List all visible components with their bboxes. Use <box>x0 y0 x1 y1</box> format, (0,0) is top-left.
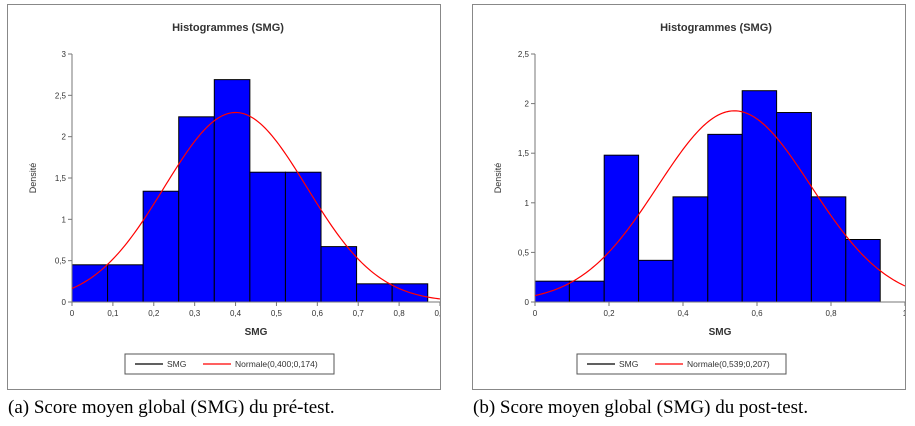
x-tick-label: 0,2 <box>148 309 160 318</box>
legend-label: SMG <box>619 359 638 369</box>
histogram-bar <box>568 280 605 303</box>
histogram-bar <box>707 133 743 303</box>
y-tick-label: 0 <box>62 298 67 307</box>
chart-title: Histogrammes (SMG) <box>172 22 284 34</box>
x-tick-label: 0,2 <box>603 309 615 318</box>
x-tick-label: 0,7 <box>353 309 365 318</box>
legend-label: SMG <box>167 359 186 369</box>
x-tick-label: 0 <box>70 309 75 318</box>
y-tick-label: 1 <box>62 215 67 224</box>
histogram-bar <box>178 116 215 303</box>
histogram-bar <box>71 264 109 303</box>
x-tick-label: 0,8 <box>825 309 837 318</box>
x-tick-label: 0,4 <box>677 309 689 318</box>
x-tick-label: 0,3 <box>189 309 201 318</box>
histogram-bar <box>741 90 778 303</box>
legend-label: Normale(0,400;0,174) <box>235 359 318 369</box>
histogram-bar <box>142 190 180 303</box>
y-tick-label: 1,5 <box>55 174 67 183</box>
histogram-bar <box>672 196 709 303</box>
x-axis-label: SMG <box>245 327 268 338</box>
caption-posttest: (b) Score moyen global (SMG) du post-tes… <box>473 397 809 418</box>
x-tick-label: 0,6 <box>312 309 324 318</box>
chart-title: Histogrammes (SMG) <box>660 22 772 34</box>
histogram-bar <box>603 154 640 303</box>
chart-panel-posttest: Histogrammes (SMG) 0 0,5 1 1,5 2 2,5 0 0,2 0,4 0,6… <box>472 4 906 390</box>
histogram-bar <box>320 246 358 303</box>
normal-curve <box>71 111 440 300</box>
histogram-chart-pretest: Histogrammes (SMG) 0 0,5 1 1,5 2 2,5 3 0 0,1 0,2 0,… <box>28 22 440 375</box>
histogram-bar <box>845 239 881 303</box>
y-tick-label: 3 <box>62 50 67 59</box>
caption-pretest: (a) Score moyen global (SMG) du pré-test… <box>8 397 335 418</box>
histogram-bar <box>356 283 393 303</box>
y-tick-label: 2,5 <box>55 91 67 100</box>
chart-panel-pretest: Histogrammes (SMG) 0 0,5 1 1,5 2 2,5 3 0 0,1 0,2 0,… <box>7 4 441 390</box>
x-tick-label: 0,4 <box>230 309 242 318</box>
histogram-bar <box>284 171 322 303</box>
x-axis-label: SMG <box>709 327 732 338</box>
x-tick-label: 0,6 <box>751 309 763 318</box>
y-tick-label: 1 <box>525 199 530 208</box>
y-axis-label: Densité <box>493 163 503 194</box>
x-tick-label: 0,8 <box>394 309 406 318</box>
y-tick-label: 2 <box>525 100 530 109</box>
x-tick-label: 0,9 <box>434 309 440 318</box>
histogram-bar <box>534 280 570 303</box>
histogram-bar <box>776 112 812 303</box>
y-tick-label: 1,5 <box>518 149 530 158</box>
x-tick-label: 1 <box>903 309 905 318</box>
y-tick-label: 2,5 <box>518 50 530 59</box>
chart-legend: SMG Normale(0,400;0,174) <box>124 353 335 375</box>
histogram-bar <box>107 264 144 303</box>
chart-legend: SMG Normale(0,539;0,207) <box>576 353 787 375</box>
histogram-bar <box>249 171 286 303</box>
y-tick-label: 2 <box>62 133 67 142</box>
histogram-chart-posttest: Histogrammes (SMG) 0 0,5 1 1,5 2 2,5 0 0,2 0,4 0,6… <box>493 22 905 375</box>
y-tick-label: 0,5 <box>518 248 530 257</box>
legend-label: Normale(0,539;0,207) <box>687 359 770 369</box>
y-axis-label: Densité <box>28 163 38 194</box>
normal-curve <box>534 110 905 297</box>
y-tick-label: 0,5 <box>55 257 67 266</box>
histogram-bar <box>638 259 674 303</box>
x-tick-label: 0,5 <box>271 309 283 318</box>
x-tick-label: 0 <box>533 309 538 318</box>
x-tick-label: 0,1 <box>107 309 119 318</box>
y-tick-label: 0 <box>525 298 530 307</box>
